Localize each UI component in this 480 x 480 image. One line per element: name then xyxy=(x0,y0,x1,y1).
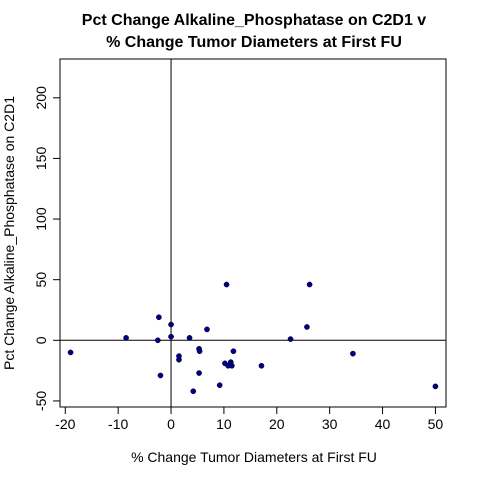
plot-frame xyxy=(59,58,447,408)
data-point xyxy=(432,383,439,390)
x-tick-label: 10 xyxy=(216,416,232,432)
data-point xyxy=(304,324,310,330)
y-axis: -50 0 50 100 150 200 xyxy=(33,86,61,411)
x-tick-label: 30 xyxy=(322,416,338,432)
x-tick-label: -20 xyxy=(55,416,75,432)
data-point xyxy=(216,382,223,389)
y-tick-label: 150 xyxy=(33,147,49,171)
x-tick-label: -10 xyxy=(108,416,128,432)
data-point xyxy=(186,335,193,341)
data-point xyxy=(154,337,161,344)
reference-lines xyxy=(60,59,446,407)
x-axis: -20 -10 0 10 20 30 40 50 xyxy=(55,406,444,432)
data-point xyxy=(223,281,230,288)
data-point xyxy=(350,350,356,357)
y-tick-label: 50 xyxy=(33,272,49,288)
data-point xyxy=(157,372,164,379)
data-points xyxy=(67,281,439,395)
y-tick-label: 200 xyxy=(33,86,49,110)
data-point xyxy=(190,388,197,395)
data-point xyxy=(228,362,235,369)
x-tick-label: 50 xyxy=(428,416,444,432)
chart-title-line-1: Pct Change Alkaline_Phosphatase on C2D1 … xyxy=(82,12,427,29)
data-point xyxy=(67,349,74,356)
chart-title-line-2: % Change Tumor Diameters at First FU xyxy=(106,34,402,51)
x-axis-label: % Change Tumor Diameters at First FU xyxy=(131,449,377,465)
y-tick-label: 0 xyxy=(33,336,49,344)
data-point xyxy=(123,335,129,341)
x-tick-label: 0 xyxy=(167,416,175,432)
data-point xyxy=(258,362,265,369)
data-point xyxy=(156,314,162,321)
x-tick-label: 40 xyxy=(375,416,391,432)
data-point xyxy=(196,348,203,355)
data-point xyxy=(287,336,294,342)
data-point xyxy=(168,333,174,340)
y-tick-label: -50 xyxy=(33,391,49,411)
x-tick-label: 20 xyxy=(269,416,285,432)
data-point xyxy=(230,348,237,355)
y-axis-label: Pct Change Alkaline_Phosphatase on C2D1 xyxy=(1,96,17,370)
data-point xyxy=(168,321,174,328)
data-point xyxy=(306,281,313,288)
data-point xyxy=(176,356,182,363)
data-point xyxy=(196,370,202,376)
data-point xyxy=(204,326,210,333)
y-tick-label: 100 xyxy=(33,207,49,231)
